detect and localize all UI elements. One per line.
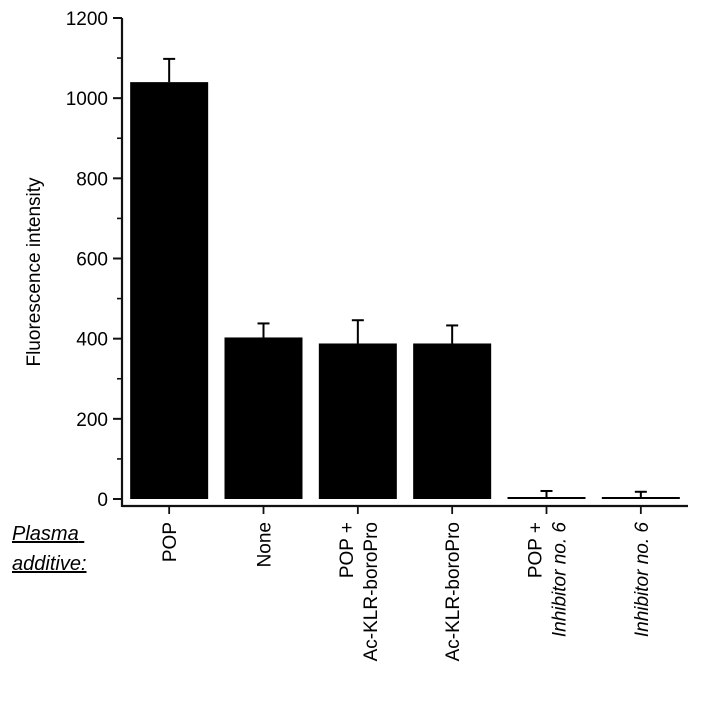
category-label-line: Inhibitor no. 6 — [632, 522, 653, 638]
y-tick-label: 200 — [76, 410, 108, 431]
category-label: POP + Ac-KLR-boroPro — [337, 522, 382, 661]
y-tick-label: 800 — [76, 169, 108, 190]
y-axis: 0 200 400 600 800 1000 1200 — [66, 9, 124, 511]
y-tick-label: 600 — [76, 250, 108, 271]
bar — [224, 337, 303, 499]
plasma-additive-label: Plasma additive: — [12, 523, 87, 575]
plasma-additive-line-2: additive: — [12, 553, 87, 575]
plasma-additive-line-1: Plasma — [12, 523, 79, 545]
category-label: POP — [160, 522, 181, 562]
category-label-line: Inhibitor no. 6 — [550, 522, 571, 638]
bar — [601, 497, 680, 499]
y-tick-label: 0 — [97, 490, 108, 511]
y-tick-label: 400 — [76, 330, 108, 351]
category-label-line: None — [255, 522, 276, 567]
bars — [130, 82, 680, 499]
bar — [130, 82, 209, 499]
category-label-line: Ac-KLR-boroPro — [443, 522, 464, 661]
y-tick-label: 1000 — [66, 89, 108, 110]
bar — [318, 343, 397, 499]
y-axis-label: Fluorescence intensity — [24, 177, 45, 367]
bar — [413, 343, 492, 499]
category-labels: POP None POP + Ac-KLR-boroPro Ac-KLR-boroPro… — [160, 522, 653, 662]
category-label: POP + Inhibitor no. 6 — [526, 522, 571, 638]
category-label: Ac-KLR-boroPro — [443, 522, 464, 661]
category-label-line: POP — [160, 522, 181, 562]
category-label-line: Ac-KLR-boroPro — [361, 522, 382, 661]
category-label-line: POP + — [526, 522, 547, 578]
category-label: Inhibitor no. 6 — [632, 522, 653, 638]
bar — [507, 497, 586, 499]
category-label-line: POP + — [337, 522, 358, 578]
x-axis — [122, 504, 688, 514]
y-tick-label: 1200 — [66, 9, 108, 30]
category-label: None — [255, 522, 276, 567]
error-bars — [163, 57, 647, 497]
